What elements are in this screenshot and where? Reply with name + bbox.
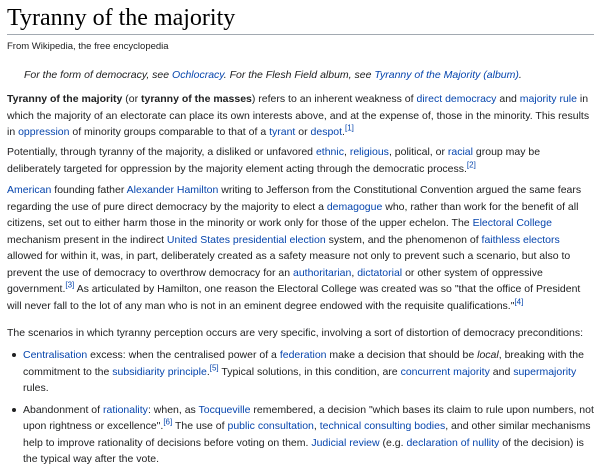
paragraph-intro: Tyranny of the majority (or tyranny of t… bbox=[7, 91, 595, 141]
link-racial[interactable]: racial bbox=[447, 146, 473, 158]
site-tagline: From Wikipedia, the free encyclopedia bbox=[7, 41, 169, 52]
hatnote-text: For the form of democracy, see bbox=[24, 69, 173, 81]
title-divider bbox=[7, 34, 594, 35]
text: (e.g. bbox=[379, 436, 407, 449]
text: or other system of oppressive government… bbox=[7, 266, 543, 296]
link-tocqueville[interactable]: Tocqueville bbox=[198, 403, 251, 416]
link-federation[interactable]: federation bbox=[279, 349, 327, 361]
list-item: Centralisation excess: when the centrali… bbox=[7, 347, 595, 397]
text: remembered, a decision "which bases its … bbox=[23, 403, 594, 433]
link-american[interactable]: American bbox=[7, 184, 52, 196]
text: allowed for within it, was, in part, del… bbox=[7, 250, 571, 279]
link-rationality[interactable]: rationality bbox=[102, 403, 148, 416]
link-us-presidential-election[interactable]: United States presidential election bbox=[166, 233, 326, 246]
text: , bbox=[351, 266, 358, 279]
link-subsidiarity-principle[interactable]: subsidiarity principle bbox=[112, 365, 207, 378]
text: Abandonment of bbox=[23, 403, 103, 416]
text: , bbox=[343, 146, 350, 158]
link-judicial-review[interactable]: Judicial review bbox=[311, 436, 380, 449]
link-concurrent-majority[interactable]: concurrent majority bbox=[400, 365, 490, 378]
link-declaration-of-nullity[interactable]: declaration of nullity bbox=[406, 436, 500, 449]
hatnote-link-ochlocracy[interactable]: Ochlocracy bbox=[172, 69, 224, 81]
bold-term: Tyranny of the majority bbox=[7, 93, 123, 105]
text: . bbox=[342, 126, 345, 138]
link-faithless-electors[interactable]: faithless electors bbox=[481, 233, 560, 246]
list-item: Abandonment of rationality: when, as Toc… bbox=[7, 402, 595, 468]
text: who, rather than work for the benefit of… bbox=[7, 200, 579, 230]
text: mechanism present in the indirect bbox=[7, 233, 167, 246]
text: and bbox=[489, 365, 514, 378]
link-authoritarian[interactable]: authoritarian bbox=[292, 266, 352, 279]
text: system, and the phenomenon of bbox=[325, 233, 482, 246]
citation-3[interactable]: [3] bbox=[65, 280, 75, 290]
link-demagogue[interactable]: demagogue bbox=[326, 200, 383, 213]
text: of the decision) is the typical way afte… bbox=[23, 436, 584, 466]
text: . bbox=[206, 365, 210, 378]
text: group may be deliberately targeted for o… bbox=[7, 146, 541, 175]
text: (or bbox=[122, 93, 141, 105]
link-public-consultation[interactable]: public consultation bbox=[227, 420, 314, 432]
citation-4[interactable]: [4] bbox=[514, 297, 524, 306]
hatnote: For the form of democracy, see Ochlocrac… bbox=[24, 67, 522, 84]
hatnote-link-album[interactable]: Tyranny of the Majority (album) bbox=[374, 69, 519, 81]
citation-2[interactable]: [2] bbox=[466, 160, 476, 169]
citation-6[interactable]: [6] bbox=[163, 417, 173, 427]
link-direct-democracy[interactable]: direct democracy bbox=[416, 93, 497, 105]
link-majority-rule[interactable]: majority rule bbox=[519, 93, 577, 105]
link-supermajority[interactable]: supermajority bbox=[513, 365, 577, 378]
bold-term: tyranny of the masses bbox=[141, 93, 252, 105]
text: The use of bbox=[172, 420, 228, 432]
link-centralisation[interactable]: Centralisation bbox=[23, 349, 88, 361]
citation-5[interactable]: [5] bbox=[209, 363, 219, 372]
link-electoral-college[interactable]: Electoral College bbox=[472, 217, 552, 229]
hatnote-text: . For the Flesh Field album, see bbox=[223, 69, 375, 81]
text: rules. bbox=[23, 382, 49, 394]
text: , breaking with the commitment to the bbox=[23, 349, 584, 378]
text: make a decision that should be bbox=[326, 349, 478, 361]
link-technical-consulting-bodies[interactable]: technical consulting bodies bbox=[319, 420, 446, 432]
scenario-list: Centralisation excess: when the centrali… bbox=[7, 347, 595, 473]
link-dictatorial[interactable]: dictatorial bbox=[357, 266, 403, 279]
text: As articulated by Hamilton, one reason t… bbox=[7, 283, 581, 312]
text: , and other similar mechanisms help to i… bbox=[23, 420, 591, 449]
text: Typical solutions, in this condition, ar… bbox=[218, 365, 401, 378]
paragraph-hamilton: American founding father Alexander Hamil… bbox=[7, 182, 595, 314]
text: writing to Jefferson from the Constituti… bbox=[7, 184, 582, 213]
page-title: Tyranny of the majority bbox=[7, 5, 236, 31]
text: ) refers to an inherent weakness of bbox=[251, 93, 417, 105]
citation-1[interactable]: [1] bbox=[344, 123, 354, 133]
text: in which the majority of an electorate c… bbox=[7, 93, 590, 138]
paragraph-targeting: Potentially, through tyranny of the majo… bbox=[7, 144, 595, 177]
text: or bbox=[295, 126, 311, 138]
text: Potentially, through tyranny of the majo… bbox=[7, 146, 316, 158]
link-alexander-hamilton[interactable]: Alexander Hamilton bbox=[126, 184, 219, 196]
link-tyrant[interactable]: tyrant bbox=[269, 126, 296, 138]
text: excess: when the centralised power of a bbox=[87, 349, 280, 361]
bullet-icon bbox=[12, 407, 16, 412]
text: , bbox=[313, 420, 320, 432]
link-despot[interactable]: despot bbox=[310, 126, 343, 138]
italic-term: local bbox=[477, 349, 499, 361]
text: of minority groups comparable to that of… bbox=[69, 126, 270, 138]
link-oppression[interactable]: oppression bbox=[18, 126, 70, 138]
text: , political, or bbox=[388, 146, 448, 158]
hatnote-text: . bbox=[518, 69, 522, 81]
link-religious[interactable]: religious bbox=[349, 146, 389, 158]
link-ethnic[interactable]: ethnic bbox=[315, 146, 344, 158]
text: and bbox=[496, 93, 520, 105]
text: : when, as bbox=[147, 403, 199, 416]
bullet-icon bbox=[12, 353, 16, 357]
paragraph-scenarios: The scenarios in which tyranny perceptio… bbox=[7, 327, 584, 339]
text: founding father bbox=[51, 184, 127, 196]
